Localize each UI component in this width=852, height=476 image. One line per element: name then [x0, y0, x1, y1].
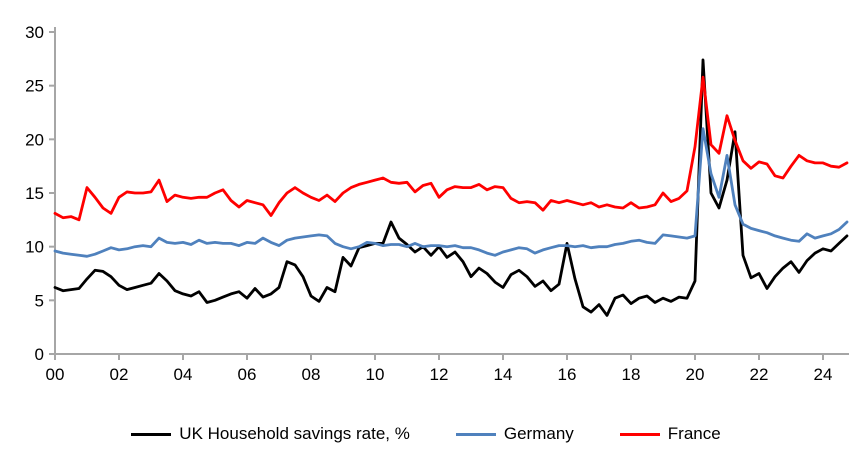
legend-label-uk: UK Household savings rate, %: [179, 424, 410, 443]
svg-text:12: 12: [430, 365, 449, 384]
svg-text:04: 04: [174, 365, 193, 384]
svg-text:18: 18: [622, 365, 641, 384]
legend-item-france: France: [619, 424, 721, 444]
svg-text:00: 00: [46, 365, 65, 384]
legend-label-germany: Germany: [503, 424, 574, 443]
svg-text:06: 06: [238, 365, 257, 384]
svg-text:24: 24: [814, 365, 833, 384]
france-line-swatch-icon: [619, 432, 660, 436]
chart-legend: UK Household savings rate, % Germany Fra…: [0, 424, 852, 444]
svg-text:25: 25: [25, 77, 44, 96]
svg-text:10: 10: [25, 238, 44, 257]
legend-item-germany: Germany: [455, 424, 574, 444]
svg-text:5: 5: [35, 291, 44, 310]
svg-text:08: 08: [302, 365, 321, 384]
svg-text:22: 22: [750, 365, 769, 384]
legend-label-france: France: [667, 424, 721, 443]
chart-plot-area: 0 5 10 15 20 25 30 00 02 04 06 08 10 12 14 16 18 20 22 24: [25, 23, 849, 384]
germany-line-swatch-icon: [455, 432, 496, 436]
svg-text:10: 10: [366, 365, 385, 384]
svg-text:15: 15: [25, 184, 44, 203]
svg-text:02: 02: [110, 365, 129, 384]
svg-text:0: 0: [35, 345, 44, 364]
svg-text:14: 14: [494, 365, 513, 384]
svg-text:20: 20: [686, 365, 705, 384]
svg-text:20: 20: [25, 130, 44, 149]
svg-text:16: 16: [558, 365, 577, 384]
legend-item-uk: UK Household savings rate, %: [131, 424, 410, 444]
uk-line-swatch-icon: [131, 432, 172, 436]
svg-text:30: 30: [25, 23, 44, 42]
